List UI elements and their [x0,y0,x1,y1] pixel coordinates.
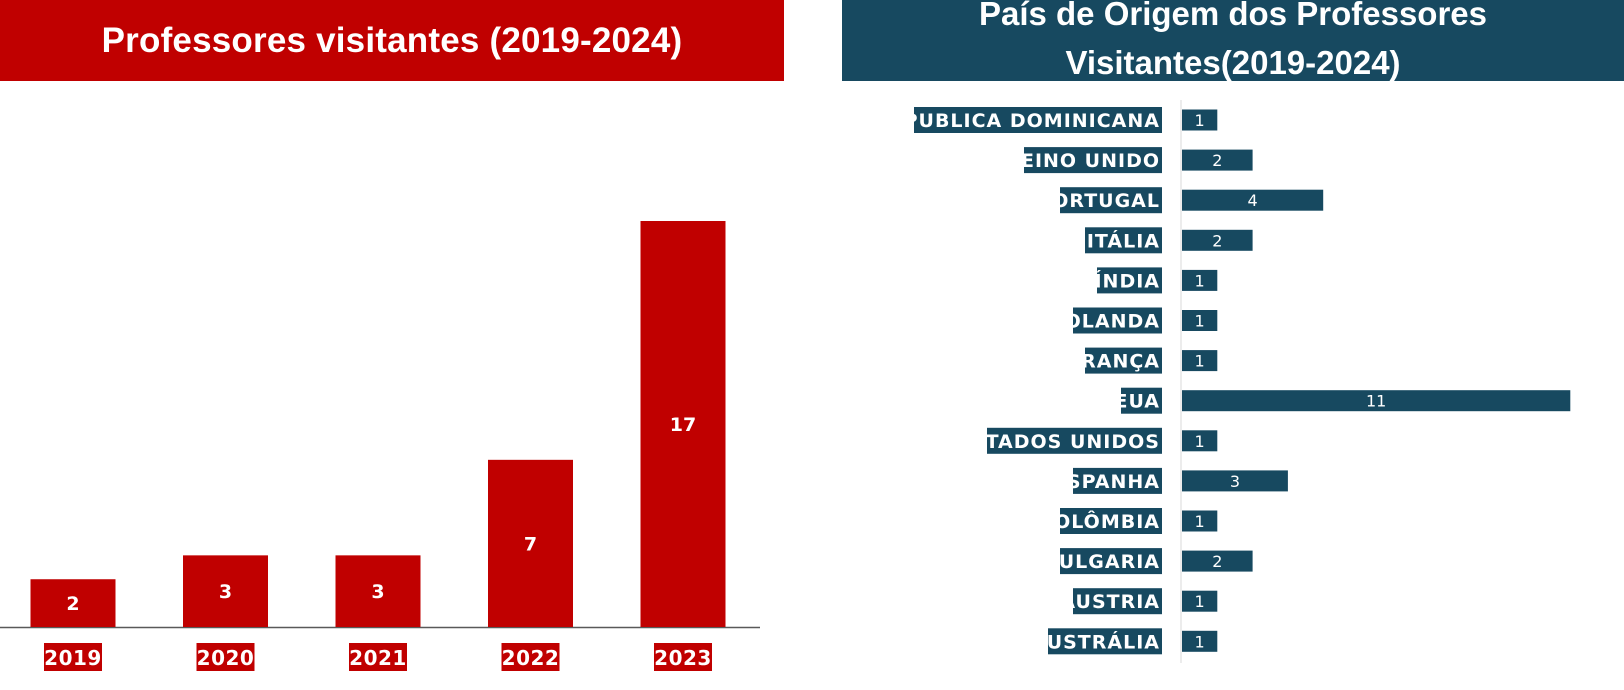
category-label-austrália: AUSTRÁLIA [1032,630,1160,653]
category-label-bg-eua [1121,387,1162,414]
bar-value-label-índia: 1 [1195,271,1205,290]
bar-value-label-bulgaria: 2 [1212,552,1222,571]
category-label-republica-dominicana: REPUBLICA DOMINICANA [874,110,1160,132]
bar-value-label-austrália: 1 [1195,632,1205,651]
x-tick-label-2021: 2021 [349,646,407,670]
bar-value-label-portugal: 4 [1248,191,1258,210]
category-label-índia: ÍNDIA [1094,269,1160,292]
x-tick-label-bg-2022 [501,643,560,671]
category-label-áustria: ÁUSTRIA [1060,590,1160,613]
category-label-bg-bulgaria [1060,548,1162,575]
bar-2021 [335,555,421,627]
country-origin-bar-chart: REPUBLICA DOMINICANA 1 REINO UNIDO 2 PORTUGA… [874,100,1571,663]
category-label-eua: EUA [1114,391,1160,413]
x-tick-label-bg-2021 [349,643,407,671]
bar-value-label-colômbia: 1 [1195,512,1205,531]
category-label-bg-holanda [1073,307,1162,334]
left-chart-title: Professores visitantes (2019-2024) [0,0,784,81]
category-label-bg-austrália [1048,628,1162,655]
bar-value-label-estados-unidos: 1 [1195,432,1205,451]
category-label-bg-índia [1097,267,1162,294]
category-label-bg-republica-dominicana [914,107,1162,133]
category-label-bg-colômbia [1060,508,1162,534]
right-chart-title-text: País de Origem dos Professores Visitante… [978,0,1488,81]
category-label-bg-áustria [1073,588,1162,615]
bar-2023 [640,221,726,627]
bar-portugal [1182,189,1324,211]
bar-áustria [1182,590,1218,612]
x-tick-label-2022: 2022 [502,646,560,670]
bar-estados-unidos [1182,430,1218,452]
category-label-portugal: PORTUGAL [1037,190,1160,212]
bar-value-label-republica-dominicana: 1 [1195,111,1205,130]
category-label-bg-reino-unido [1024,147,1162,174]
x-tick-label-bg-2019 [44,643,102,671]
bar-value-label-2020: 3 [219,581,232,603]
x-tick-label-2019: 2019 [44,646,102,670]
bar-reino-unido [1182,149,1253,171]
category-label-bg-frança [1085,347,1162,374]
category-label-reino-unido: REINO UNIDO [1005,150,1160,172]
bar-value-label-frança: 1 [1195,352,1205,371]
x-tick-label-bg-2023 [654,643,712,671]
bar-republica-dominicana [1182,109,1218,131]
category-label-bulgaria: BULGARIA [1043,551,1160,573]
category-label-itália: ITÁLIA [1087,229,1160,252]
bar-value-label-2019: 2 [66,593,79,615]
category-label-bg-portugal [1060,187,1162,214]
visiting-professors-bar-chart: 2 2019 3 2020 3 2021 7 2022 17 2023 [0,221,760,671]
bar-eua [1182,390,1571,412]
bar-austrália [1182,630,1218,652]
bar-value-label-holanda: 1 [1195,312,1205,331]
bar-2020 [183,555,268,627]
bar-espanha [1182,470,1288,492]
bar-bulgaria [1182,550,1253,572]
right-chart-title: País de Origem dos Professores Visitante… [842,0,1624,81]
x-tick-label-2020: 2020 [197,646,255,670]
category-label-holanda: HOLANDA [1048,311,1160,333]
bar-value-label-2023: 17 [670,414,696,436]
category-label-bg-estados-unidos [987,427,1162,454]
bar-índia [1182,269,1218,291]
bar-value-label-áustria: 1 [1195,592,1205,611]
category-label-bg-espanha [1073,467,1162,494]
x-tick-label-bg-2020 [196,643,255,671]
bar-frança [1182,350,1218,372]
bar-value-label-2021: 3 [371,581,384,603]
bar-2019 [30,579,116,627]
bar-holanda [1182,310,1218,331]
category-label-bg-itália [1085,227,1162,254]
category-label-espanha: ESPANHA [1053,471,1160,493]
bar-value-label-itália: 2 [1212,231,1222,250]
bar-value-label-eua: 11 [1366,392,1386,411]
bar-value-label-espanha: 3 [1230,472,1240,491]
x-tick-label-2023: 2023 [654,646,712,670]
category-label-frança: FRANÇA [1067,351,1160,373]
bar-colômbia [1182,510,1218,532]
category-label-colômbia: COLÔMBIA [1039,509,1160,533]
bar-value-label-2022: 7 [524,533,537,555]
bar-2022 [488,459,573,627]
category-label-estados-unidos: ESTADOS UNIDOS [957,431,1160,453]
bar-itália [1182,229,1253,251]
bar-value-label-reino-unido: 2 [1212,151,1222,170]
